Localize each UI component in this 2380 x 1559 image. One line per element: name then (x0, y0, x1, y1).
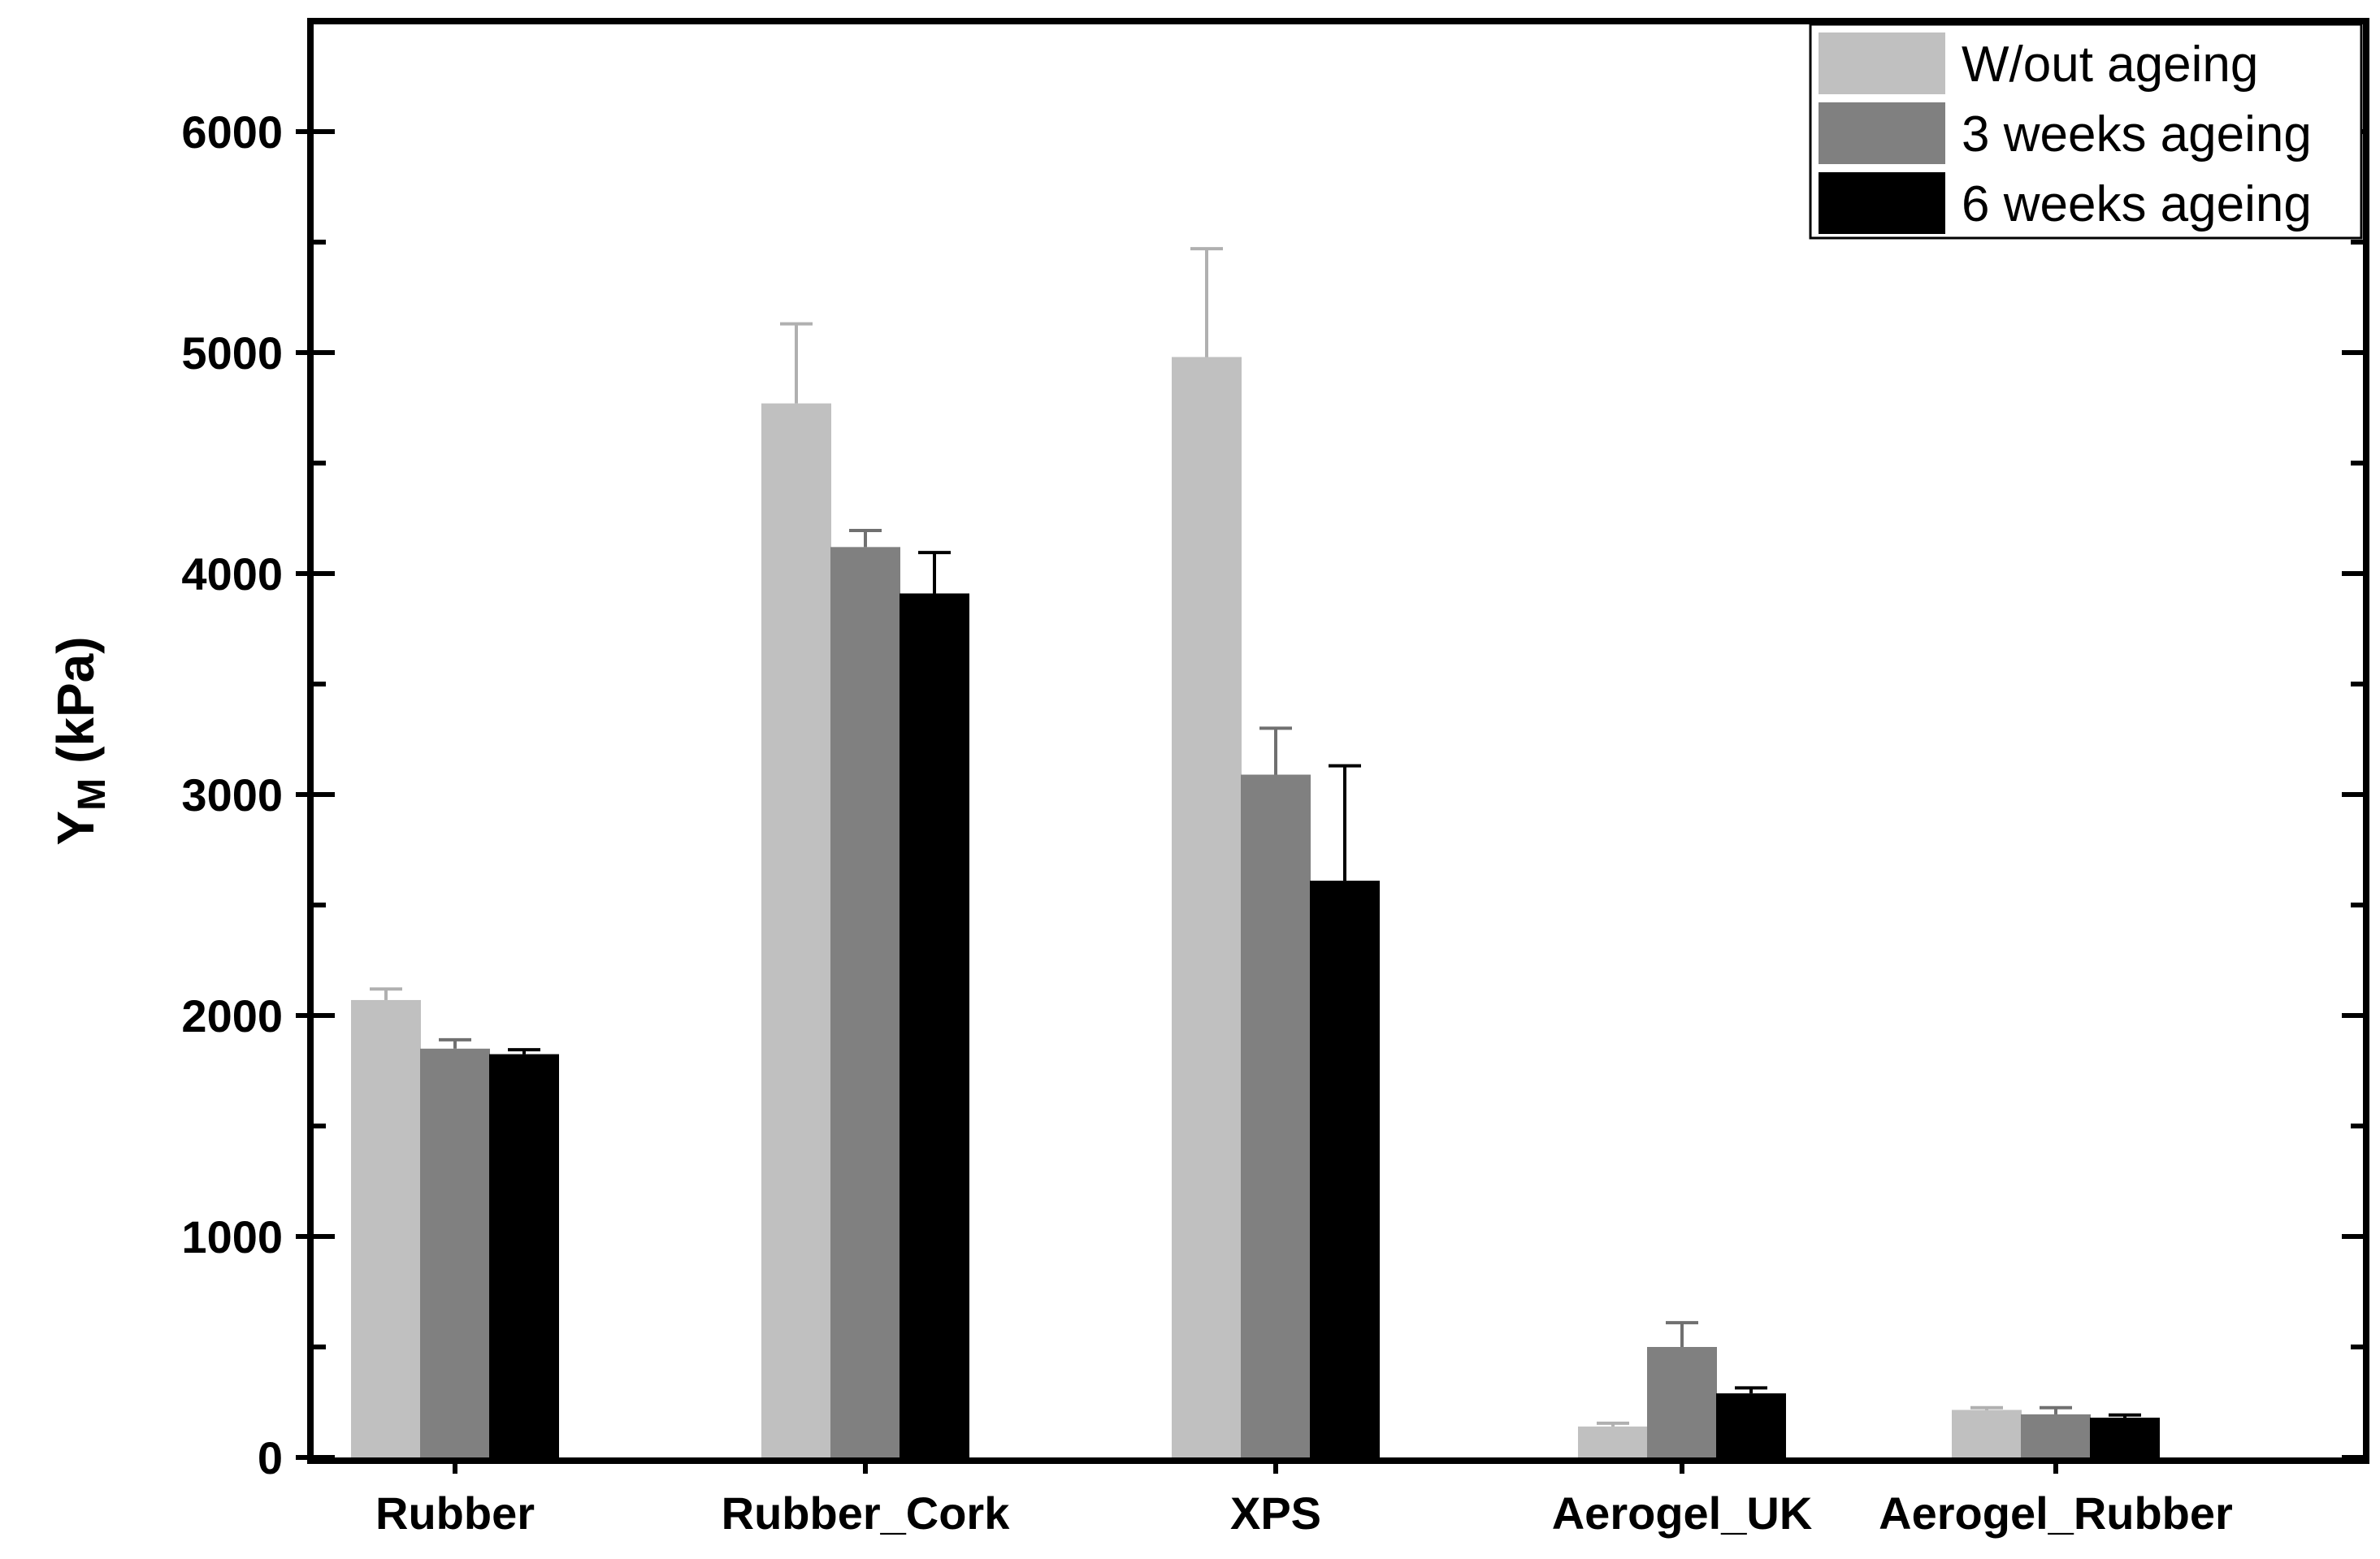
error-bar (2109, 1413, 2141, 1418)
legend-label: 3 weeks ageing (1962, 106, 2312, 162)
plot-frame (307, 18, 2369, 1464)
y-axis: 0 1000 2000 3000 4000 5000 6000 (181, 19, 2363, 1483)
error-bar (1190, 247, 1223, 357)
y-tick-label: 1000 (181, 1211, 283, 1262)
error-bar (1329, 764, 1361, 881)
error-bar (439, 1037, 471, 1049)
bar-rubber-series-1 (351, 999, 421, 1457)
error-bar (1259, 726, 1292, 775)
error-bar (780, 322, 813, 404)
error-bar (1666, 1321, 1698, 1347)
error-bars-layer (370, 247, 2141, 1427)
bar-xps-series-2 (1241, 774, 1311, 1457)
y-tick-label: 2000 (181, 990, 283, 1041)
y-axis-title: YM (kPa) (46, 636, 114, 845)
bar-aerogel-rubber-series-1 (1952, 1410, 2022, 1457)
error-bar (2040, 1405, 2072, 1414)
bar-aerogel-rubber-series-3 (2090, 1418, 2160, 1457)
legend: W/out ageing 3 weeks ageing 6 weeks ageing (1809, 23, 2363, 240)
legend-swatch (1819, 172, 1945, 234)
bar-rubber-series-2 (420, 1048, 490, 1457)
bar-rubber-cork-series-2 (830, 547, 900, 1457)
y-tick-label: 5000 (181, 327, 283, 379)
bar-rubber-cork-series-3 (900, 593, 969, 1457)
error-bar (1597, 1421, 1629, 1427)
x-tick-label: Rubber (375, 1488, 535, 1539)
x-tick-label: Rubber_Cork (722, 1488, 1011, 1539)
error-bar (1970, 1405, 2003, 1410)
legend-label: W/out ageing (1962, 37, 2258, 93)
x-tick-label: XPS (1230, 1488, 1321, 1539)
error-bar (370, 987, 402, 1000)
bar-xps-series-1 (1172, 357, 1242, 1458)
y-axis-title-subscript: M (71, 778, 114, 811)
error-bar (849, 528, 882, 548)
bars-layer (351, 357, 2160, 1458)
y-tick-label: 6000 (181, 106, 283, 158)
bar-rubber-series-3 (489, 1054, 559, 1457)
bar-aerogel-uk-series-2 (1647, 1347, 1717, 1457)
error-bar (508, 1048, 540, 1054)
bar-aerogel-uk-series-3 (1716, 1393, 1786, 1457)
bar-xps-series-3 (1310, 881, 1380, 1457)
x-axis: Rubber Rubber_Cork XPS Aerogel_UK Aerogel_Ru… (375, 1457, 2233, 1539)
error-bar (918, 551, 951, 594)
legend-swatch (1819, 102, 1945, 164)
y-axis-title-main: Y (46, 811, 105, 846)
y-tick-label: 4000 (181, 548, 283, 600)
bar-aerogel-uk-series-1 (1578, 1426, 1648, 1457)
legend-label: 6 weeks ageing (1962, 176, 2312, 232)
x-tick-label: Aerogel_UK (1552, 1488, 1813, 1539)
y-axis-title-unit: (kPa) (46, 636, 105, 764)
bar-rubber-cork-series-1 (761, 403, 831, 1457)
legend-swatch (1819, 32, 1945, 94)
x-tick-label: Aerogel_Rubber (1879, 1488, 2233, 1539)
y-tick-label: 3000 (181, 769, 283, 821)
error-bar (1735, 1386, 1767, 1394)
bar-aerogel-rubber-series-2 (2021, 1414, 2091, 1457)
y-tick-label: 0 (258, 1432, 283, 1483)
